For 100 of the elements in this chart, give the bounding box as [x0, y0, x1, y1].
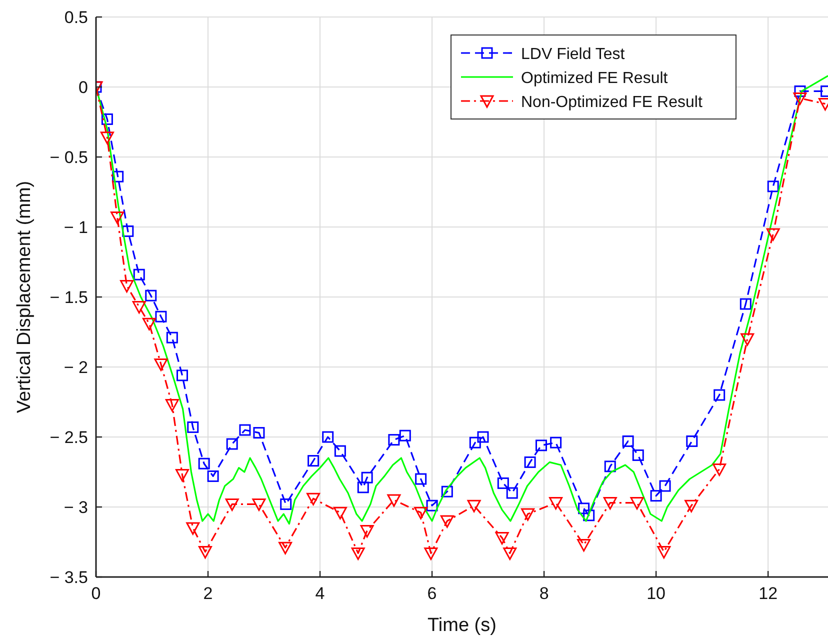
- point: [399, 430, 411, 442]
- point: [186, 522, 200, 535]
- point: [604, 460, 616, 472]
- point: [198, 458, 210, 470]
- point: [622, 435, 634, 447]
- point: [477, 431, 489, 443]
- point: [440, 515, 454, 528]
- y-tick-label: 0: [78, 78, 88, 97]
- legend-label: Non-Optimized FE Result: [521, 94, 703, 111]
- point: [154, 358, 168, 371]
- point: [306, 492, 320, 506]
- y-tick-label: − 2: [64, 358, 88, 377]
- point: [766, 228, 780, 241]
- point: [166, 332, 178, 344]
- point: [155, 310, 167, 322]
- y-tick-label: − 3.5: [50, 568, 88, 587]
- y-axis-title: Vertical Displacement (mm): [14, 180, 35, 414]
- y-tick-label: − 3: [64, 498, 88, 517]
- point: [714, 389, 726, 401]
- x-tick-label: 0: [91, 584, 101, 603]
- point: [120, 280, 134, 293]
- point: [550, 436, 562, 448]
- point: [280, 498, 292, 510]
- point: [253, 427, 265, 439]
- point: [521, 508, 535, 521]
- point: [524, 456, 536, 468]
- point: [793, 92, 807, 105]
- legend-label: LDV Field Test: [521, 46, 626, 63]
- y-tick-label: − 2.5: [50, 428, 88, 447]
- y-tick-label: 0.5: [64, 8, 88, 27]
- point: [497, 477, 509, 489]
- point: [503, 547, 517, 560]
- point: [226, 438, 238, 450]
- point: [239, 424, 251, 436]
- point: [686, 435, 698, 447]
- point: [388, 434, 400, 446]
- point: [357, 482, 369, 494]
- point: [536, 440, 547, 452]
- point: [650, 490, 662, 502]
- point: [657, 546, 671, 559]
- x-tick-label: 2: [203, 584, 213, 603]
- point: [415, 473, 427, 485]
- point: [187, 421, 199, 433]
- point: [387, 494, 401, 507]
- point: [578, 502, 590, 514]
- point: [322, 431, 334, 443]
- point: [176, 370, 188, 382]
- point: [112, 170, 124, 182]
- y-tick-label: − 0.5: [50, 148, 88, 167]
- point: [469, 436, 481, 448]
- point: [278, 542, 292, 554]
- point: [659, 480, 671, 492]
- point: [207, 470, 219, 482]
- point: [767, 180, 779, 192]
- point: [632, 449, 644, 461]
- x-tick-label: 6: [427, 584, 437, 603]
- point: [712, 463, 726, 476]
- point: [133, 268, 145, 280]
- point: [549, 497, 563, 510]
- point: [794, 85, 806, 97]
- point: [176, 469, 189, 482]
- x-tick-label: 12: [758, 584, 778, 603]
- point: [334, 445, 346, 457]
- point: [308, 455, 320, 467]
- point: [145, 290, 157, 302]
- point: [495, 532, 509, 545]
- point: [740, 298, 752, 310]
- x-tick-label: 4: [315, 584, 325, 603]
- point: [122, 225, 134, 237]
- legend-label: Optimized FE Result: [521, 70, 668, 87]
- x-tick-label: 10: [646, 584, 666, 603]
- y-tick-label: − 1: [64, 218, 88, 237]
- x-axis-title: Time (s): [428, 615, 496, 636]
- y-tick-label: − 1.5: [50, 288, 88, 307]
- point: [101, 113, 113, 125]
- point: [100, 132, 114, 144]
- point: [165, 399, 179, 412]
- point: [506, 487, 518, 499]
- point: [351, 547, 365, 560]
- point: [630, 497, 644, 510]
- point: [577, 539, 591, 552]
- point: [603, 497, 617, 510]
- point: [361, 472, 373, 484]
- point: [426, 500, 438, 512]
- point: [467, 500, 481, 512]
- point: [252, 498, 266, 511]
- point: [198, 546, 212, 559]
- point: [583, 510, 595, 522]
- point: [424, 547, 438, 560]
- point: [414, 506, 428, 520]
- point: [333, 506, 347, 520]
- point: [684, 500, 698, 512]
- point: [441, 486, 453, 498]
- point: [132, 301, 146, 314]
- point: [225, 498, 239, 511]
- x-tick-label: 8: [539, 584, 549, 603]
- point: [360, 525, 374, 538]
- point: [740, 333, 754, 346]
- point: [110, 211, 124, 224]
- point: [142, 318, 156, 330]
